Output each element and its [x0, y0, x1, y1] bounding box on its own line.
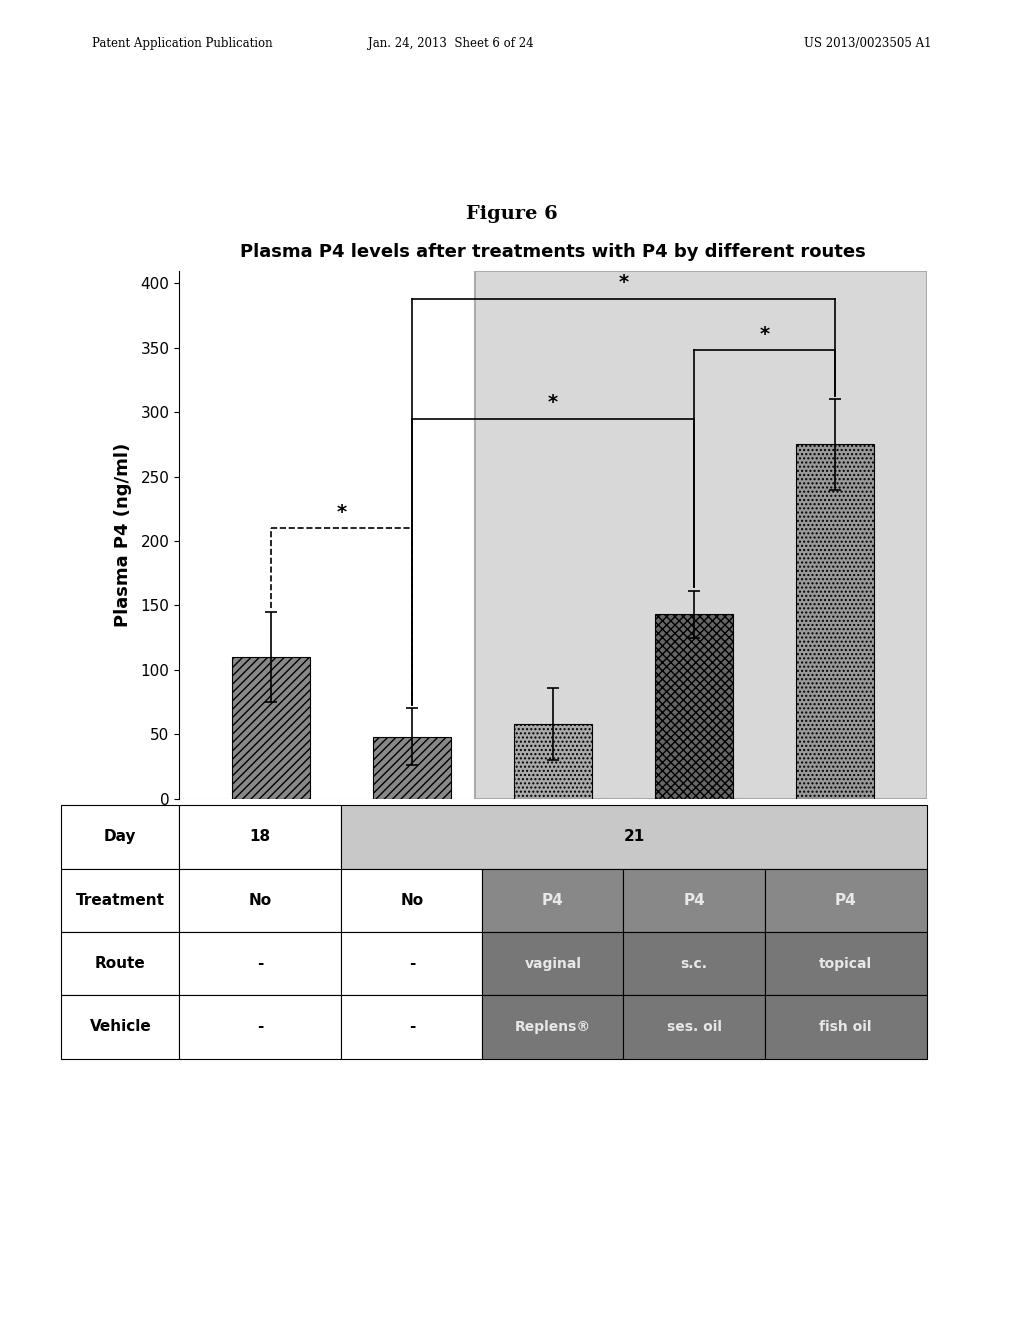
Text: fish oil: fish oil — [819, 1020, 871, 1034]
Bar — [482, 932, 624, 995]
Bar — [179, 932, 341, 995]
Text: Jan. 24, 2013  Sheet 6 of 24: Jan. 24, 2013 Sheet 6 of 24 — [368, 37, 534, 50]
Text: Day: Day — [104, 829, 136, 845]
Text: 21: 21 — [624, 829, 645, 845]
Bar — [765, 995, 927, 1059]
Text: Figure 6: Figure 6 — [466, 205, 558, 223]
Bar — [179, 869, 341, 932]
Text: Patent Application Publication: Patent Application Publication — [92, 37, 272, 50]
Bar — [655, 614, 733, 799]
Bar — [624, 932, 765, 995]
Bar — [232, 657, 309, 799]
Text: *: * — [548, 393, 558, 412]
Text: Replens®: Replens® — [515, 1020, 591, 1034]
Text: 18: 18 — [250, 829, 271, 845]
Text: US 2013/0023505 A1: US 2013/0023505 A1 — [804, 37, 932, 50]
Text: P4: P4 — [835, 892, 856, 908]
FancyBboxPatch shape — [475, 271, 927, 799]
Bar — [765, 932, 927, 995]
Text: -: - — [409, 1019, 415, 1035]
Text: -: - — [257, 956, 263, 972]
Text: vaginal: vaginal — [524, 957, 582, 970]
Bar — [482, 869, 624, 932]
Bar — [61, 805, 179, 869]
Text: ses. oil: ses. oil — [667, 1020, 722, 1034]
Bar — [341, 995, 482, 1059]
Text: Vehicle: Vehicle — [89, 1019, 152, 1035]
Bar — [624, 869, 765, 932]
Bar — [797, 445, 873, 799]
Bar — [179, 995, 341, 1059]
Text: P4: P4 — [683, 892, 705, 908]
Text: -: - — [409, 956, 415, 972]
Text: P4: P4 — [542, 892, 564, 908]
Bar — [624, 995, 765, 1059]
Text: No: No — [249, 892, 271, 908]
Text: s.c.: s.c. — [681, 957, 708, 970]
Bar — [765, 869, 927, 932]
Title: Plasma P4 levels after treatments with P4 by different routes: Plasma P4 levels after treatments with P… — [240, 243, 866, 261]
Bar — [61, 932, 179, 995]
Text: No: No — [400, 892, 424, 908]
Text: *: * — [336, 503, 346, 521]
Text: topical: topical — [819, 957, 872, 970]
Y-axis label: Plasma P4 (ng/ml): Plasma P4 (ng/ml) — [114, 442, 132, 627]
Bar — [482, 995, 624, 1059]
Bar — [514, 723, 592, 799]
Text: *: * — [618, 273, 629, 293]
Text: Treatment: Treatment — [76, 892, 165, 908]
Bar — [61, 869, 179, 932]
Bar — [61, 995, 179, 1059]
Bar — [341, 932, 482, 995]
Text: *: * — [760, 325, 770, 345]
Bar — [341, 869, 482, 932]
Bar — [179, 805, 341, 869]
Bar — [341, 805, 927, 869]
Bar — [373, 737, 451, 799]
Text: -: - — [257, 1019, 263, 1035]
Text: Route: Route — [95, 956, 145, 972]
